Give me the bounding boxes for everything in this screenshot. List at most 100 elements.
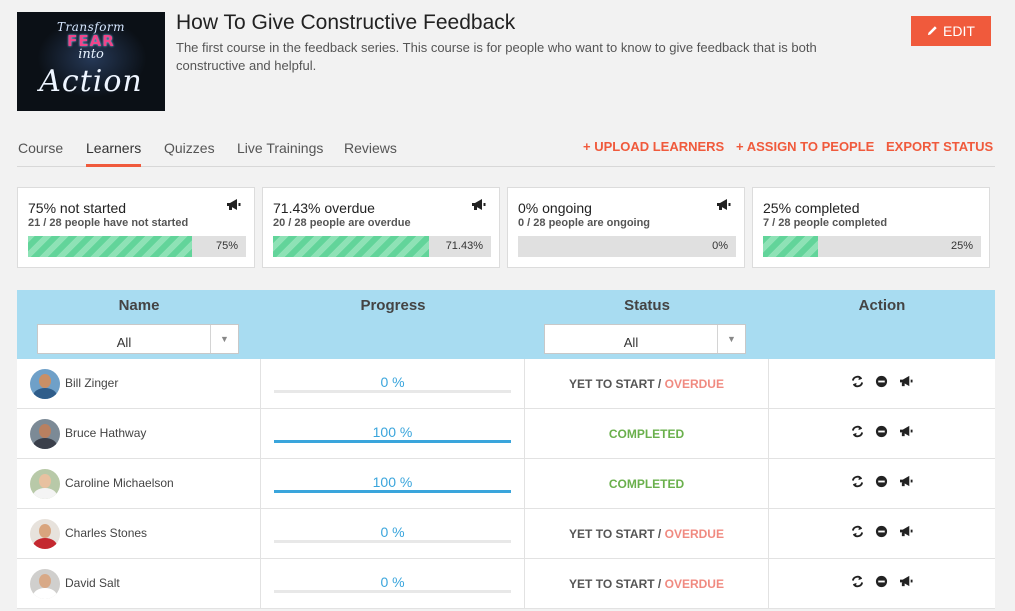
refresh-icon[interactable] [851, 375, 864, 393]
thumbnail-line: FEAR [67, 32, 115, 50]
avatar [30, 419, 60, 449]
name-cell: Bruce Hathway [17, 409, 261, 459]
stat-bar-fill [273, 236, 429, 257]
stat-bar: 0% [518, 236, 736, 257]
status-text: YET TO START / OVERDUE [569, 527, 724, 541]
stat-bar: 75% [28, 236, 246, 257]
refresh-icon[interactable] [851, 475, 864, 493]
status-text: COMPLETED [608, 427, 685, 441]
learner-name[interactable]: David Salt [65, 576, 120, 590]
action-cell [769, 559, 995, 609]
refresh-icon[interactable] [851, 575, 864, 593]
progress-value: 100 % [372, 474, 413, 490]
course-description: The first course in the feedback series.… [176, 40, 817, 73]
table-header: Name Progress Status Action All ▼ All ▼ [17, 290, 995, 359]
progress-bar [274, 440, 511, 443]
megaphone-icon[interactable] [899, 425, 914, 443]
name-column-header[interactable]: Name [118, 297, 160, 314]
remove-icon[interactable] [875, 575, 888, 593]
progress-bar [274, 490, 511, 493]
progress-value: 0 % [380, 374, 405, 390]
remove-icon[interactable] [875, 425, 888, 443]
tab-reviews[interactable]: Reviews [344, 140, 397, 156]
edit-label: EDIT [943, 23, 975, 39]
remove-icon[interactable] [875, 375, 888, 393]
refresh-icon[interactable] [851, 425, 864, 443]
action-cell [769, 509, 995, 559]
status-primary: YET TO START [569, 377, 655, 391]
status-cell: COMPLETED [525, 409, 769, 459]
stat-headline: 75% not started [28, 200, 127, 216]
progress-column-header[interactable]: Progress [360, 297, 426, 314]
progress-cell: 100 % [261, 459, 525, 509]
megaphone-icon[interactable] [899, 575, 914, 593]
stat-card-overdue: 71.43% overdue 20 / 28 people are overdu… [262, 187, 500, 268]
learner-name[interactable]: Bill Zinger [65, 376, 119, 390]
progress-bar [274, 540, 511, 543]
progress-cell: 0 % [261, 359, 525, 409]
stat-bar: 25% [763, 236, 981, 257]
status-cell: YET TO START / OVERDUE [525, 509, 769, 559]
table-row[interactable]: Caroline Michaelson 100 % COMPLETED [17, 459, 995, 509]
tab-bar: Course Learners Quizzes Live Trainings R… [17, 130, 995, 167]
megaphone-icon[interactable] [716, 198, 732, 217]
stat-percent: 75% [215, 240, 238, 252]
table-row[interactable]: Bruce Hathway 100 % COMPLETED [17, 409, 995, 459]
status-cell: YET TO START / OVERDUE [525, 559, 769, 609]
tab-course[interactable]: Course [18, 140, 64, 156]
assign-to-people-link[interactable]: + ASSIGN TO PEOPLE [736, 139, 875, 154]
stat-headline: 0% ongoing [518, 200, 592, 216]
chevron-down-icon[interactable]: ▼ [210, 325, 238, 353]
thumbnail-line: into [78, 47, 104, 62]
learner-name[interactable]: Caroline Michaelson [65, 476, 174, 490]
stat-card-completed: 25% completed 7 / 28 people completed 25… [752, 187, 990, 268]
stat-headline: 25% completed [763, 200, 860, 216]
avatar [30, 369, 60, 399]
megaphone-icon[interactable] [899, 525, 914, 543]
stat-detail: 20 / 28 people are overdue [273, 217, 411, 229]
status-filter-select[interactable]: All ▼ [544, 324, 746, 354]
tab-quizzes[interactable]: Quizzes [164, 140, 215, 156]
thumbnail-line: Action [39, 64, 143, 99]
action-column-header: Action [858, 297, 906, 314]
name-cell: Caroline Michaelson [17, 459, 261, 509]
stat-headline: 71.43% overdue [273, 200, 375, 216]
megaphone-icon[interactable] [471, 198, 487, 217]
tab-live-trainings[interactable]: Live Trainings [237, 140, 324, 156]
refresh-icon[interactable] [851, 525, 864, 543]
progress-cell: 100 % [261, 409, 525, 459]
course-title: How To Give Constructive Feedback [176, 11, 516, 34]
name-filter-value: All [116, 335, 132, 350]
status-column-header[interactable]: Status [624, 297, 670, 314]
upload-learners-link[interactable]: + UPLOAD LEARNERS [583, 139, 725, 154]
learner-name[interactable]: Charles Stones [65, 526, 148, 540]
export-status-link[interactable]: EXPORT STATUS [886, 139, 994, 154]
remove-icon[interactable] [875, 475, 888, 493]
table-row[interactable]: Bill Zinger 0 % YET TO START / OVERDUE [17, 359, 995, 409]
table-row[interactable]: Charles Stones 0 % YET TO START / OVERDU… [17, 509, 995, 559]
status-cell: YET TO START / OVERDUE [525, 359, 769, 409]
action-cell [769, 359, 995, 409]
progress-value: 0 % [380, 524, 405, 540]
stat-bar-fill [763, 236, 818, 257]
chevron-down-icon[interactable]: ▼ [717, 325, 745, 353]
overdue-label: OVERDUE [664, 577, 724, 591]
megaphone-icon[interactable] [899, 375, 914, 393]
status-cell: COMPLETED [525, 459, 769, 509]
megaphone-icon[interactable] [899, 475, 914, 493]
name-filter-select[interactable]: All ▼ [37, 324, 239, 354]
status-text: COMPLETED [608, 477, 685, 491]
status-text: YET TO START / OVERDUE [569, 577, 724, 591]
stat-percent: 0% [712, 240, 728, 252]
overdue-label: OVERDUE [664, 377, 724, 391]
edit-button[interactable]: EDIT [911, 16, 991, 46]
learner-name[interactable]: Bruce Hathway [65, 426, 147, 440]
tab-learners[interactable]: Learners [86, 140, 142, 167]
stat-percent: 71.43% [445, 240, 483, 252]
megaphone-icon[interactable] [226, 198, 242, 217]
action-cell [769, 459, 995, 509]
remove-icon[interactable] [875, 525, 888, 543]
avatar [30, 519, 60, 549]
name-cell: Bill Zinger [17, 359, 261, 409]
table-row[interactable]: David Salt 0 % YET TO START / OVERDUE [17, 559, 995, 609]
